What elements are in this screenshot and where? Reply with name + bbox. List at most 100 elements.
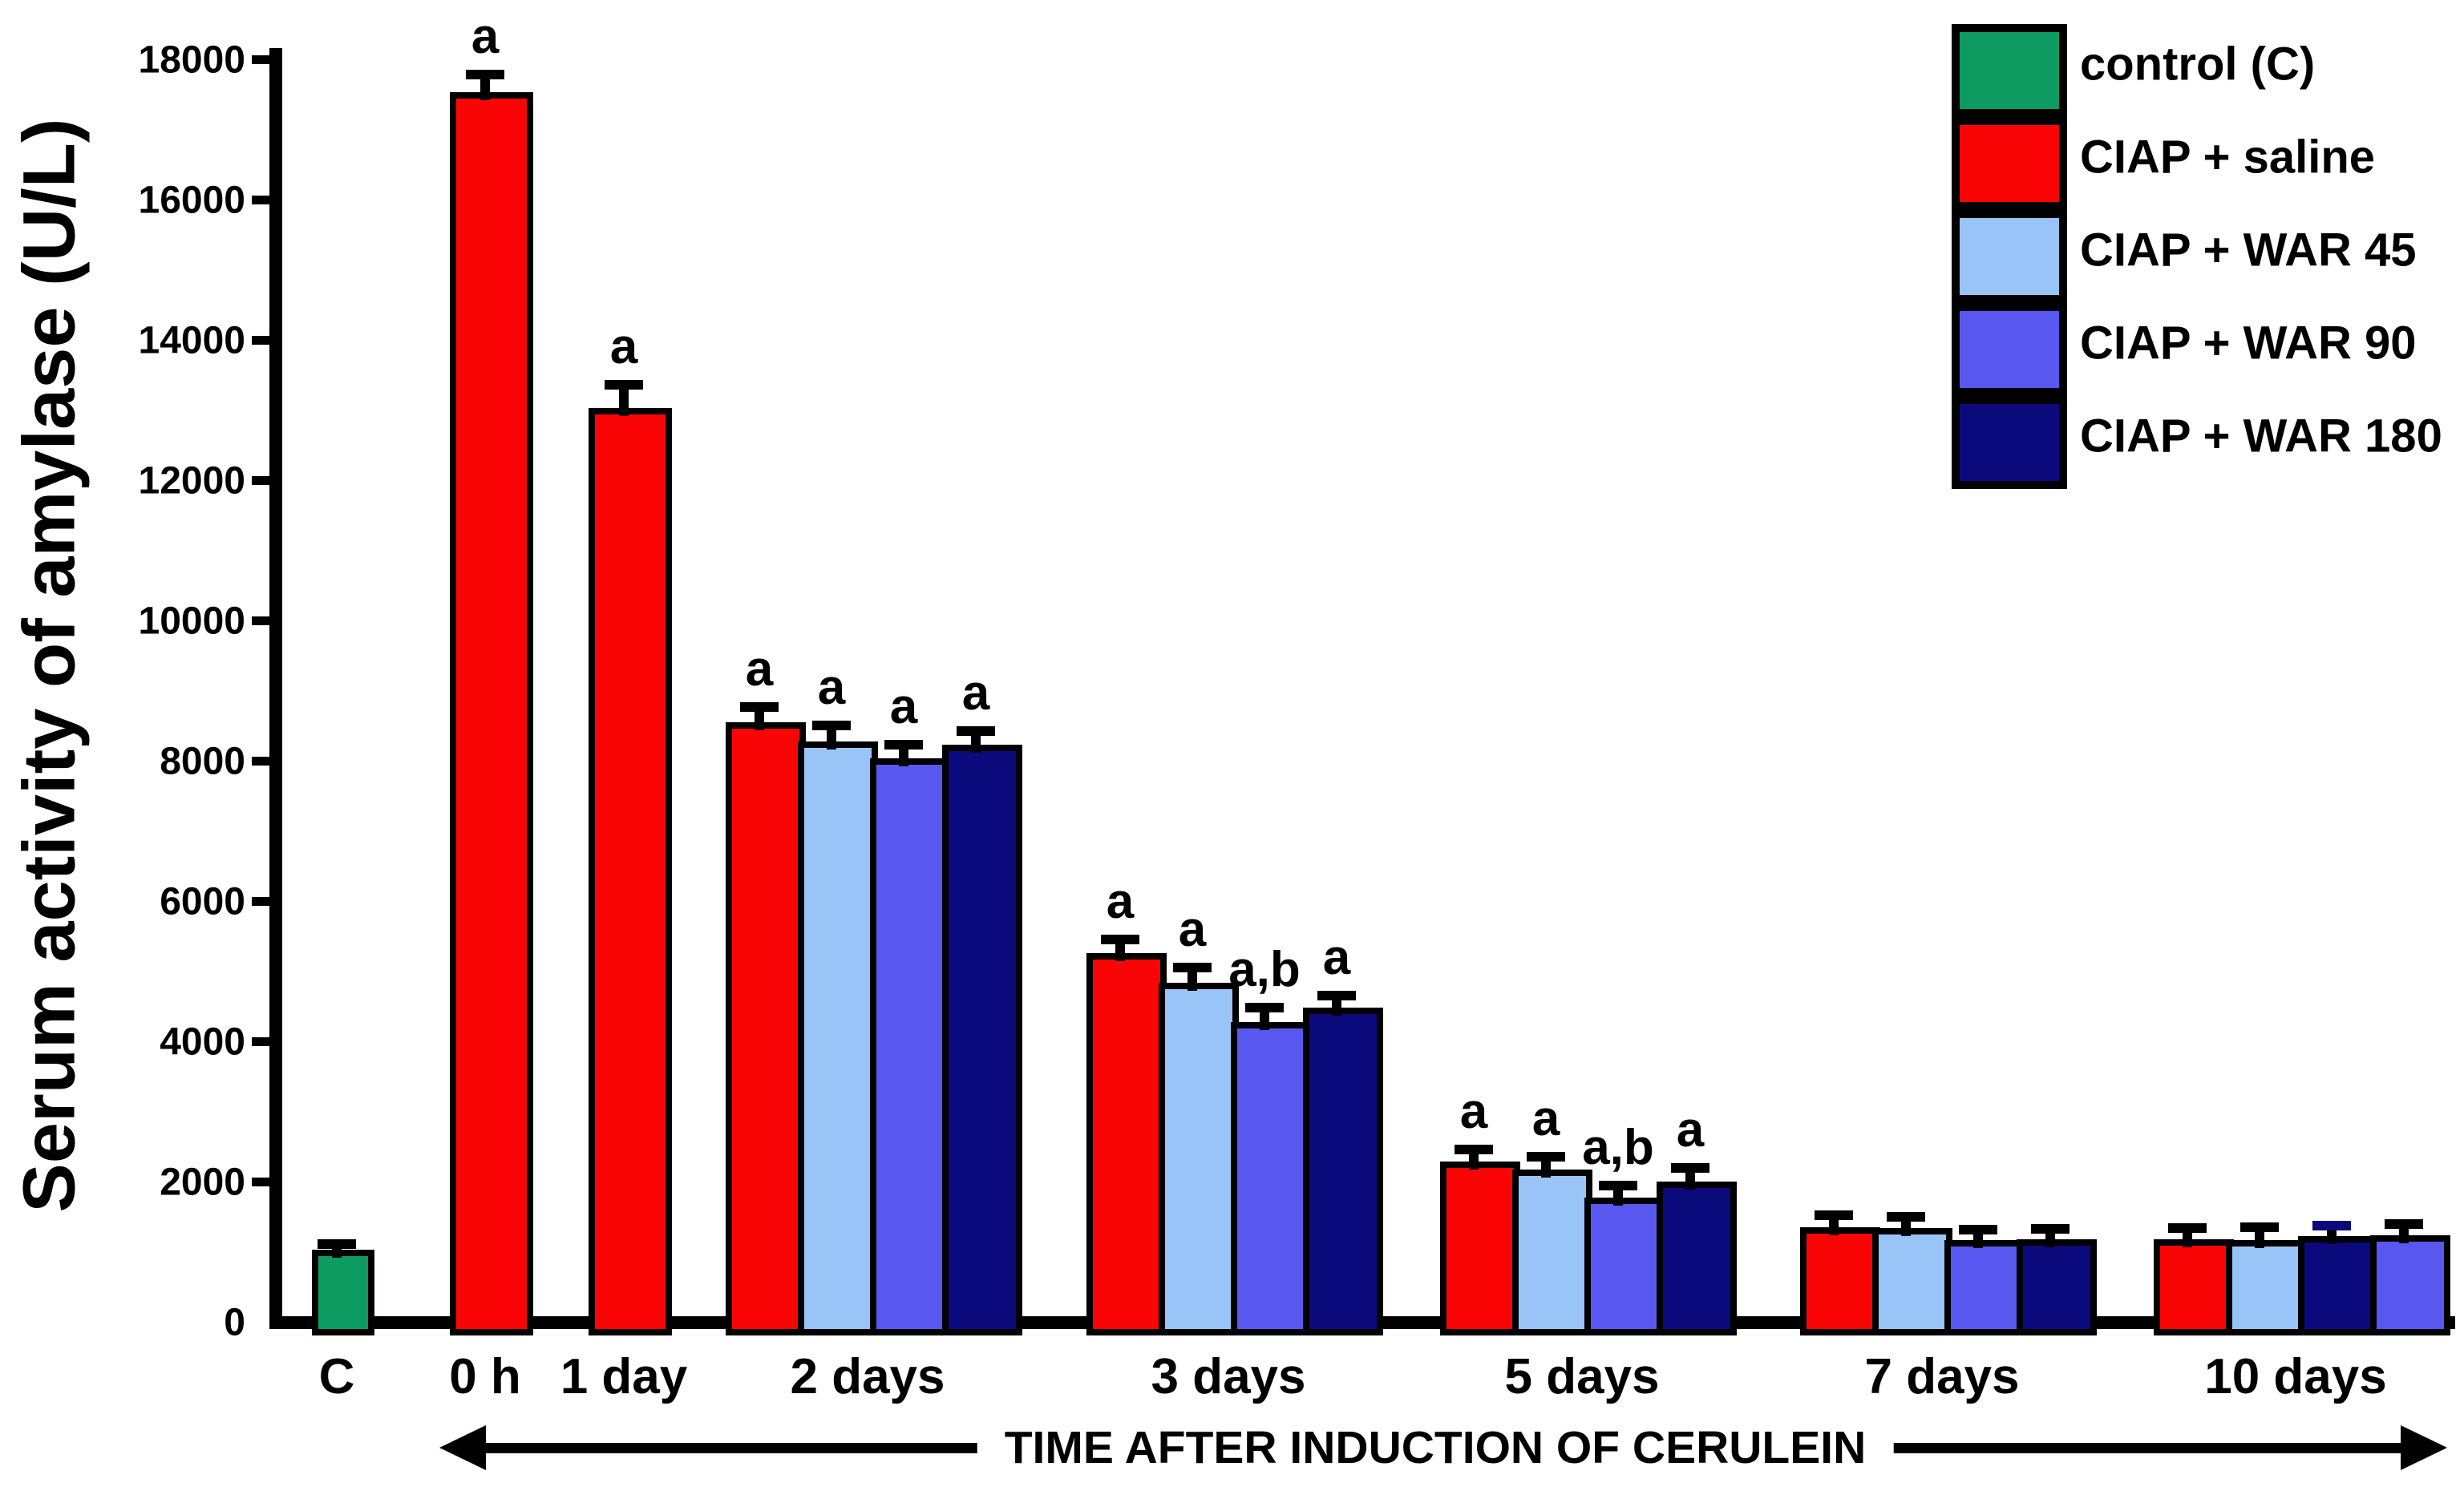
error-bar-cap: [812, 721, 851, 731]
error-bar-stem: [971, 731, 981, 753]
error-bar-stem: [2399, 1224, 2409, 1244]
error-bar-cap: [466, 70, 504, 80]
error-bar-cap: [605, 380, 643, 390]
bar-10days-1: [2226, 1239, 2306, 1335]
error-bar-cap: [2168, 1222, 2207, 1233]
bar-5days-2: [1584, 1198, 1665, 1335]
bar-C-0: [312, 1249, 374, 1335]
y-axis-line: [269, 48, 282, 1329]
significance-annotation: a,b: [1228, 942, 1301, 997]
legend-swatch-1: [1952, 24, 2067, 117]
y-tick-label: 2000: [160, 1161, 245, 1204]
y-tick-label: 18000: [138, 38, 245, 82]
bar-2days-2: [870, 758, 950, 1335]
error-bar-cap: [2031, 1223, 2070, 1234]
error-bar-stem: [2183, 1227, 2192, 1247]
y-tick-label: 12000: [138, 459, 245, 503]
y-tick: [252, 336, 269, 345]
bar-2days-3: [942, 744, 1022, 1335]
error-bar-stem: [755, 706, 764, 730]
error-bar-stem: [480, 75, 490, 101]
bar-5days-0: [1440, 1161, 1520, 1335]
bar-1day-0: [589, 407, 672, 1335]
error-bar-cap: [1671, 1162, 1709, 1173]
bar-5days-1: [1512, 1170, 1592, 1335]
error-bar-cap: [1317, 991, 1356, 1001]
error-bar-stem: [1260, 1008, 1269, 1030]
x-category-label: 10 days: [2204, 1349, 2387, 1404]
error-bar-stem: [1469, 1149, 1479, 1170]
y-tick-label: 8000: [160, 740, 245, 783]
error-bar-cap: [1245, 1003, 1284, 1012]
significance-annotation: a: [817, 660, 846, 716]
bar-10days-2: [2298, 1236, 2378, 1335]
x-category-label: 1 day: [560, 1349, 688, 1404]
legend-label-5: CIAP + WAR 180: [2080, 410, 2442, 463]
bar-10days-0: [2154, 1238, 2234, 1335]
error-bar-cap: [1173, 963, 1212, 973]
legend-swatch-5: [1952, 396, 2067, 489]
bar-7days-2: [1944, 1239, 2025, 1335]
error-bar-cap: [1959, 1224, 1997, 1234]
error-bar-stem: [1829, 1215, 1839, 1235]
error-bar-cap: [318, 1238, 356, 1249]
legend-swatch-4: [1952, 303, 2067, 396]
y-tick-label: 0: [224, 1301, 245, 1344]
bar-7days-1: [1872, 1227, 1952, 1335]
y-tick-label: 4000: [160, 1020, 245, 1064]
y-tick-label: 10000: [138, 600, 245, 643]
significance-annotation: a: [609, 319, 638, 374]
y-tick-label: 14000: [138, 319, 245, 362]
bar-3days-0: [1086, 952, 1167, 1335]
error-bar-stem: [1541, 1156, 1551, 1178]
error-bar-cap: [2240, 1222, 2279, 1232]
significance-annotation: a: [889, 678, 918, 734]
significance-annotation: a,b: [1582, 1120, 1654, 1176]
error-bar-stem: [1115, 939, 1125, 961]
bar-2days-1: [798, 741, 878, 1335]
legend-swatch-3: [1952, 210, 2067, 303]
bar-7days-0: [1800, 1226, 1880, 1335]
legend-label-2: CIAP + saline: [2080, 131, 2376, 184]
y-tick: [252, 757, 269, 766]
bar-2days-0: [726, 721, 806, 1335]
x-category-label: 0 h: [449, 1349, 521, 1404]
error-bar-cap: [1599, 1181, 1637, 1191]
error-bar-cap: [2385, 1219, 2423, 1230]
error-bar-stem: [1901, 1216, 1911, 1236]
y-tick-label: 6000: [160, 880, 245, 923]
error-bar-stem: [899, 744, 908, 766]
significance-annotation: a: [1106, 874, 1135, 930]
bar-10days-3: [2370, 1235, 2450, 1335]
legend-swatch-2: [1952, 117, 2067, 210]
error-bar-cap: [740, 701, 779, 712]
bar-3days-3: [1303, 1008, 1383, 1335]
error-bar-stem: [619, 385, 629, 416]
legend-label-3: CIAP + WAR 45: [2080, 224, 2417, 277]
bar-7days-3: [2017, 1238, 2097, 1335]
legend: control (C) CIAP + saline CIAP + WAR 45 CIA…: [1952, 24, 2449, 505]
y-tick: [252, 55, 269, 64]
error-bar-cap: [1815, 1210, 1853, 1220]
error-bar-stem: [827, 725, 836, 750]
error-bar-cap: [1101, 935, 1139, 945]
y-tick-label: 16000: [138, 179, 245, 222]
error-bar-cap: [884, 739, 923, 750]
error-bar-stem: [2255, 1226, 2264, 1248]
time-arrow-right-head: [2401, 1425, 2447, 1470]
bar-5days-3: [1657, 1182, 1737, 1335]
error-bar-stem: [1685, 1167, 1695, 1190]
x-axis-arrow-label: TIME AFTER INDUCTION OF CERULEIN: [977, 1421, 1894, 1474]
significance-annotation: a: [1322, 930, 1351, 986]
x-category-label: 3 days: [1151, 1349, 1306, 1404]
significance-annotation: a: [471, 9, 500, 65]
legend-label-4: CIAP + WAR 90: [2080, 317, 2417, 370]
y-tick: [252, 1178, 269, 1186]
error-bar-stem: [1187, 968, 1197, 991]
x-category-label: 5 days: [1504, 1349, 1660, 1404]
x-category-label: C: [318, 1349, 355, 1404]
significance-annotation: a: [961, 665, 990, 721]
error-bar-cap: [957, 726, 995, 737]
